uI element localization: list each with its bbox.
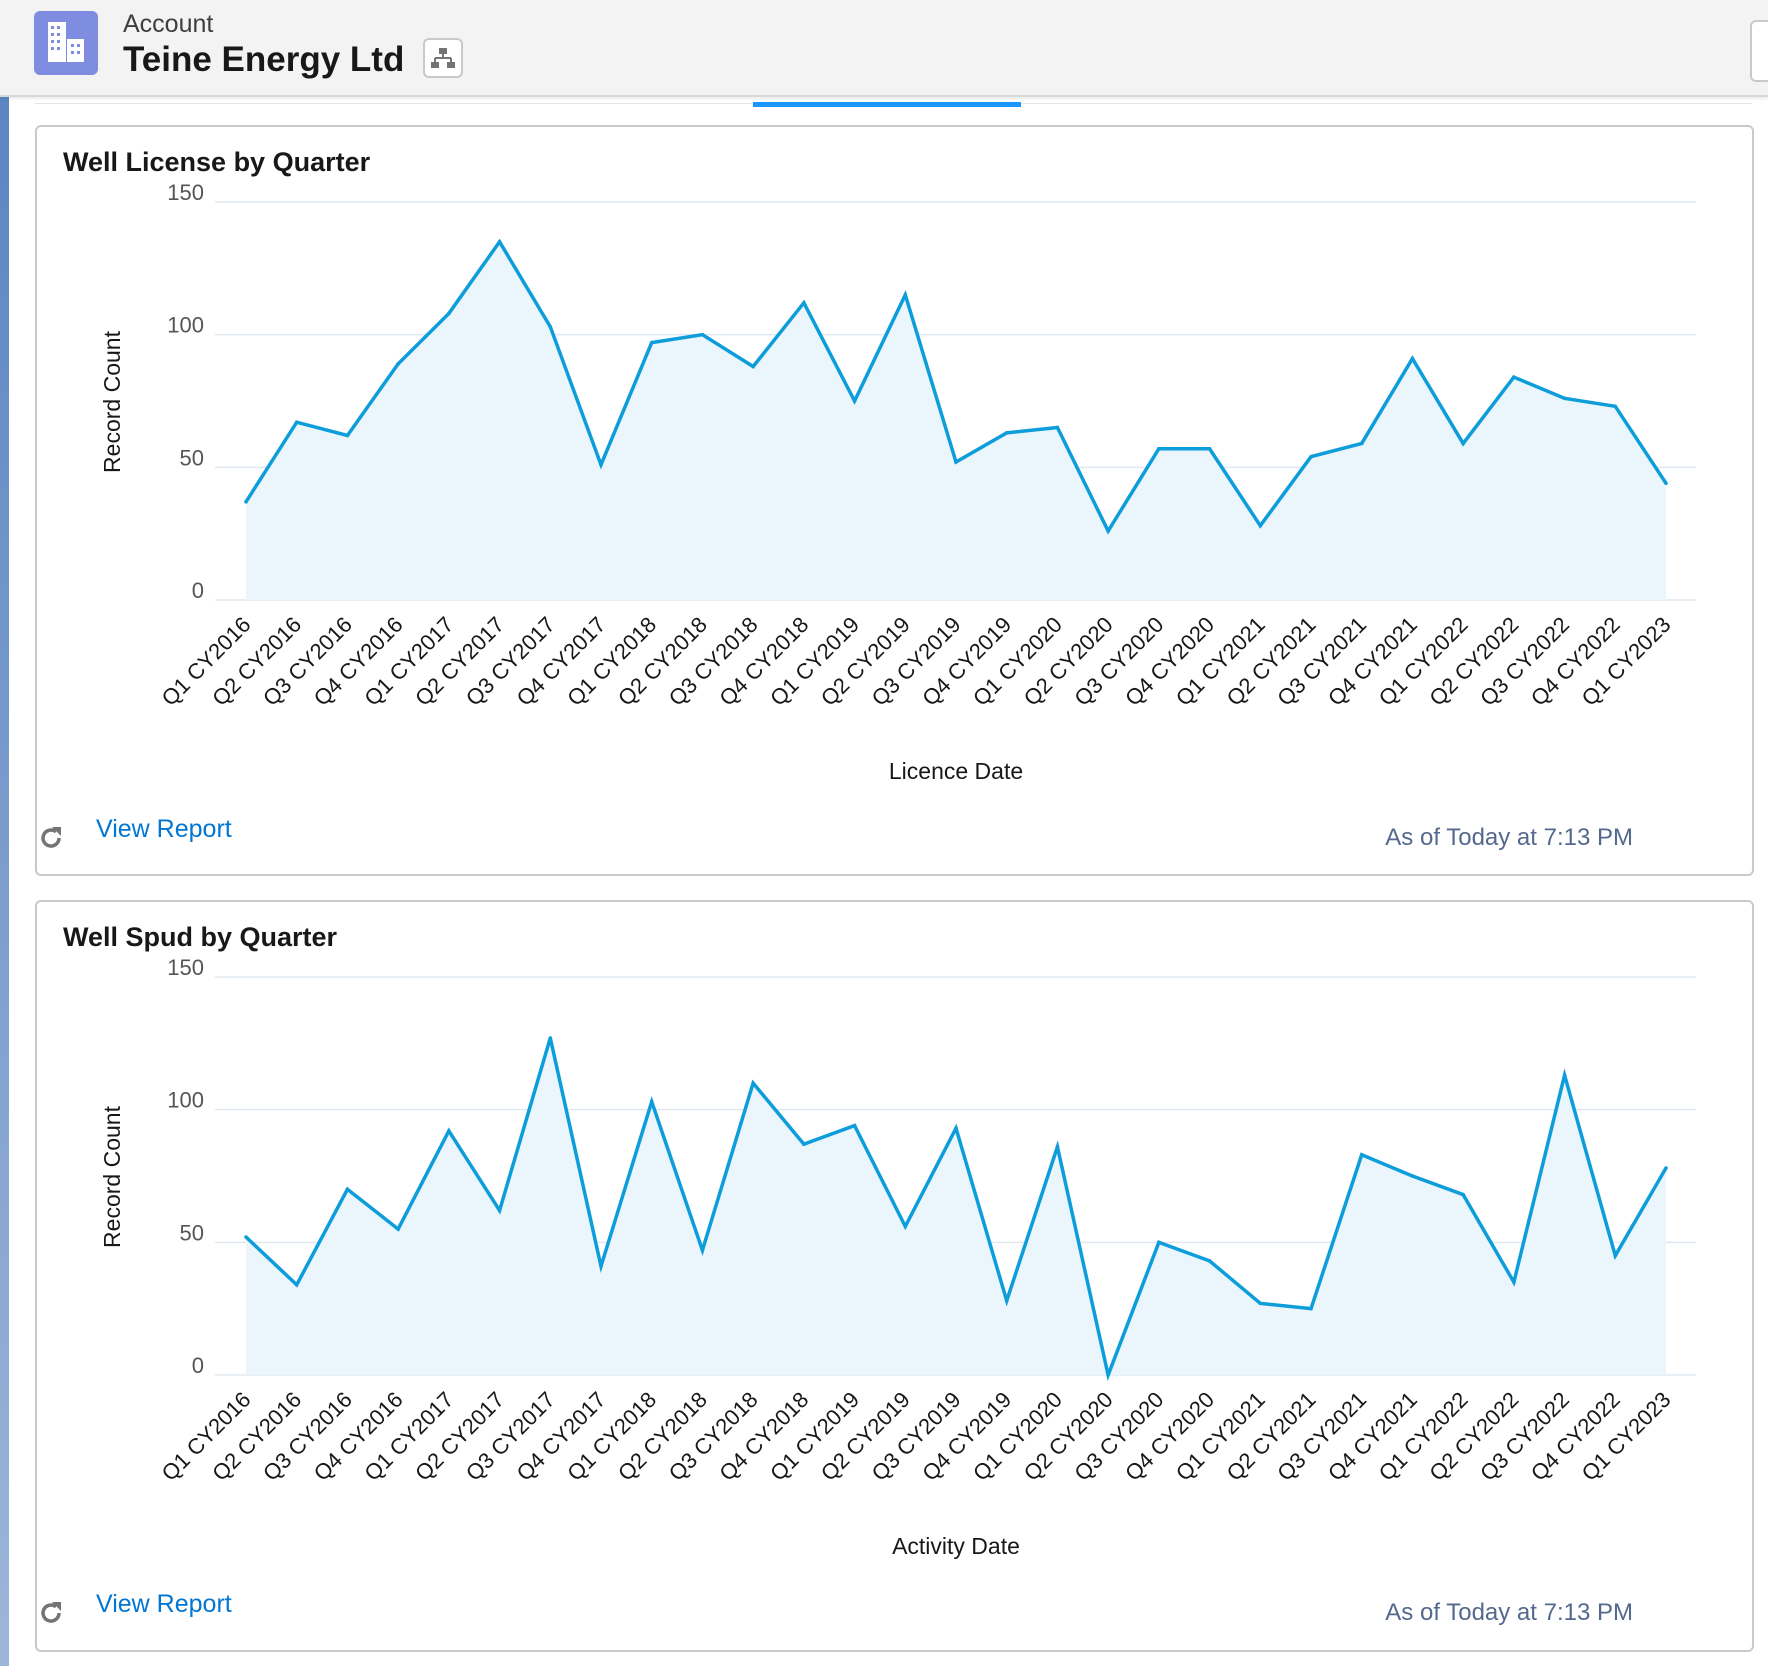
data-point — [751, 364, 755, 369]
header-action-button[interactable] — [1750, 20, 1768, 82]
y-tick-label: 150 — [167, 955, 204, 980]
y-tick-label: 0 — [192, 1353, 204, 1378]
data-point — [1562, 1073, 1567, 1077]
data-point — [1207, 1259, 1212, 1263]
left-background-strip — [0, 95, 9, 1666]
data-point — [1664, 1166, 1668, 1170]
view-report-link[interactable]: View Report — [96, 1590, 232, 1618]
data-point — [802, 1142, 806, 1146]
data-point — [599, 462, 603, 467]
data-point — [700, 1248, 705, 1253]
data-point — [1410, 356, 1415, 361]
data-point — [649, 340, 654, 345]
report-chart-card-well-license: Well License by Quarter 0 50 100 150 Q1 CY20… — [35, 125, 1754, 876]
report-chart-card-well-spud: Well Spud by Quarter 0 50 100 150 Q1 CY2016 Q… — [35, 900, 1754, 1652]
data-point — [1613, 404, 1618, 409]
data-point — [294, 420, 299, 425]
data-point — [1207, 446, 1212, 451]
record-header: Account Teine Energy Ltd — [0, 0, 1768, 97]
y-axis-title: Record Count — [99, 1105, 125, 1248]
data-point — [1055, 1145, 1060, 1149]
as-of-timestamp: As of Today at 7:13 PM — [1385, 1599, 1633, 1626]
data-point — [396, 1227, 400, 1231]
data-point — [649, 1099, 654, 1104]
data-point — [1004, 431, 1009, 435]
y-tick-label: 100 — [167, 313, 204, 338]
data-point — [345, 1187, 350, 1192]
area-fill — [246, 1038, 1666, 1375]
data-point — [1258, 523, 1263, 528]
refresh-icon[interactable] — [37, 1599, 65, 1627]
data-point — [852, 1123, 857, 1128]
data-point — [599, 1264, 603, 1269]
refresh-icon[interactable] — [37, 824, 65, 852]
data-point — [396, 362, 400, 366]
data-point — [852, 399, 857, 403]
record-title: Teine Energy Ltd — [123, 40, 405, 79]
data-point — [497, 240, 502, 244]
data-point — [1461, 1192, 1465, 1197]
data-point — [1004, 1298, 1009, 1303]
data-point — [903, 1224, 908, 1229]
data-point — [548, 1036, 553, 1040]
data-point — [751, 1081, 755, 1085]
active-tab-indicator[interactable] — [753, 102, 1021, 107]
x-axis-title: Licence Date — [889, 758, 1023, 784]
data-point — [1309, 454, 1313, 459]
data-point — [244, 1235, 248, 1239]
data-point — [294, 1282, 299, 1287]
data-point — [244, 500, 248, 504]
data-point — [497, 1208, 502, 1213]
account-building-icon — [34, 11, 98, 75]
data-point — [1359, 441, 1364, 446]
data-point — [1055, 425, 1060, 430]
data-point — [1106, 529, 1110, 533]
area-fill — [246, 241, 1666, 601]
data-point — [700, 332, 705, 337]
data-point — [1359, 1152, 1364, 1157]
data-point — [1410, 1174, 1415, 1178]
view-hierarchy-button[interactable] — [423, 38, 463, 78]
object-type-label: Account — [123, 10, 214, 38]
data-point — [1664, 481, 1668, 486]
view-report-link[interactable]: View Report — [96, 815, 232, 843]
x-axis-title: Activity Date — [892, 1533, 1020, 1559]
data-point — [548, 324, 553, 329]
data-point — [1157, 446, 1161, 451]
y-axis-title: Record Count — [99, 330, 125, 473]
data-point — [1512, 375, 1516, 379]
card-title: Well License by Quarter — [63, 147, 371, 177]
card-title: Well Spud by Quarter — [63, 922, 338, 952]
data-point — [447, 1129, 451, 1133]
data-point — [1613, 1253, 1618, 1258]
data-point — [954, 460, 958, 464]
hierarchy-icon — [431, 48, 455, 68]
y-tick-label: 150 — [167, 180, 204, 205]
data-point — [447, 311, 451, 316]
data-point — [1157, 1240, 1161, 1245]
data-point — [1461, 441, 1465, 446]
y-tick-label: 100 — [167, 1088, 204, 1113]
data-point — [1258, 1301, 1263, 1306]
y-tick-label: 50 — [180, 1220, 204, 1245]
data-point — [1309, 1306, 1313, 1311]
data-point — [954, 1126, 958, 1131]
data-point — [1562, 396, 1567, 401]
as-of-timestamp: As of Today at 7:13 PM — [1385, 824, 1633, 851]
data-point — [1106, 1373, 1110, 1377]
y-tick-label: 50 — [180, 445, 204, 470]
data-point — [802, 301, 806, 305]
data-point — [345, 433, 350, 438]
data-point — [1512, 1280, 1516, 1284]
data-point — [903, 293, 908, 297]
y-tick-label: 0 — [192, 578, 204, 603]
